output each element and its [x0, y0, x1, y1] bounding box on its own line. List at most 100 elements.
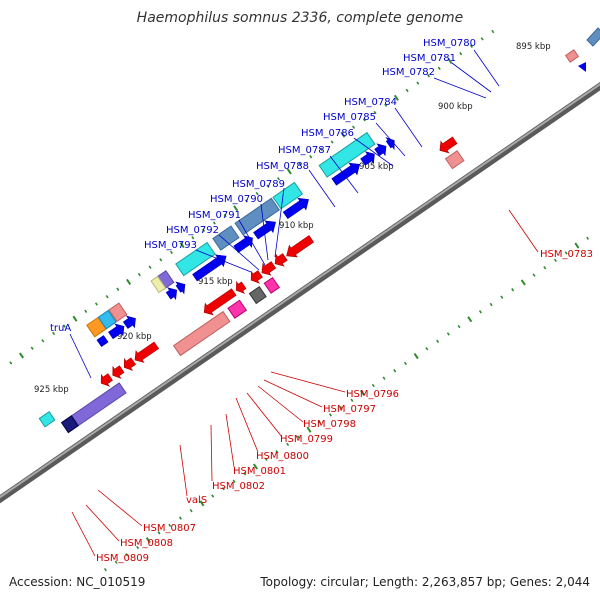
- gene-arrow[interactable]: [96, 335, 109, 348]
- gene-label[interactable]: HSM_0780: [423, 38, 476, 49]
- gene-label[interactable]: HSM_0784: [344, 97, 397, 108]
- gene-label[interactable]: HSM_0797: [323, 404, 376, 415]
- gene-label[interactable]: HSM_0800: [256, 451, 309, 462]
- gene-block-hsm0780[interactable]: [318, 131, 376, 178]
- gene-arrow[interactable]: [271, 251, 289, 269]
- gene-label[interactable]: HSM_0799: [280, 434, 333, 445]
- gene-label[interactable]: HSM_0789: [232, 179, 285, 190]
- gene-block-hsm0783[interactable]: [444, 150, 465, 170]
- gene-arrow[interactable]: [283, 233, 316, 262]
- ruler-tick: [532, 273, 536, 277]
- gene-label[interactable]: HSM_0798: [303, 419, 356, 430]
- gene-label[interactable]: HSM_0788: [256, 161, 309, 172]
- gene-block-hsm0809[interactable]: [60, 415, 79, 434]
- gene-arrow[interactable]: [109, 363, 126, 381]
- gene-label[interactable]: HSM_0790: [210, 194, 263, 205]
- ruler-tick: [373, 110, 377, 115]
- reverse-gene-blocks: [60, 150, 465, 434]
- gene-label[interactable]: HSM_0808: [120, 538, 173, 549]
- gene-arrow[interactable]: [232, 279, 247, 296]
- gene-arrow[interactable]: [164, 284, 180, 301]
- ruler-tick: [114, 560, 118, 564]
- gene-label[interactable]: HSM_0782: [382, 67, 435, 78]
- ruler-tick: [384, 103, 388, 107]
- gene-block-hsm0786[interactable]: [234, 197, 281, 236]
- gene-label[interactable]: HSM_0807: [143, 523, 196, 534]
- ruler-tick: [233, 205, 239, 212]
- gene-arrow[interactable]: [122, 313, 140, 331]
- gene-arrow[interactable]: [373, 140, 390, 158]
- gene-arrow[interactable]: [436, 134, 459, 156]
- gene-block-hsm0796[interactable]: [263, 276, 280, 294]
- gene-block-hsm0790[interactable]: [175, 241, 216, 277]
- gene-label[interactable]: HSM_0781: [403, 53, 456, 64]
- gene-label[interactable]: HSM_0801: [233, 466, 286, 477]
- forward-gene-blocks: [86, 131, 376, 338]
- gene-block-edge[interactable]: [586, 27, 600, 47]
- accession-text: Accession: NC_010519: [9, 575, 145, 589]
- gene-arrow[interactable]: [282, 194, 313, 221]
- ruler-label: 920 kbp: [117, 332, 152, 342]
- gene-arrow[interactable]: [107, 321, 128, 342]
- gene-block-hsm0793[interactable]: [150, 275, 167, 294]
- ruler-tick: [84, 309, 88, 314]
- gene-label[interactable]: valS: [186, 495, 207, 506]
- gene-label[interactable]: HSM_0802: [212, 481, 265, 492]
- ruler-tick: [459, 51, 463, 56]
- ruler-tick: [199, 500, 205, 507]
- gene-arrow[interactable]: [200, 286, 238, 318]
- ruler-tick: [520, 279, 526, 286]
- gene-arrow[interactable]: [131, 340, 160, 366]
- ruler-tick: [298, 162, 302, 166]
- gene-arrow[interactable]: [330, 159, 363, 188]
- gene-label[interactable]: HSM_0783: [540, 249, 593, 260]
- gene-arrow[interactable]: [247, 268, 264, 286]
- ruler-tick: [436, 339, 440, 344]
- gene-arrow[interactable]: [120, 355, 137, 373]
- ruler-tick: [339, 405, 343, 410]
- ruler-tick: [202, 228, 206, 233]
- ruler-tick: [416, 81, 420, 85]
- gene-label[interactable]: truA: [50, 323, 71, 334]
- gene-arrow[interactable]: [578, 62, 586, 72]
- ruler-tick: [478, 310, 482, 314]
- ruler-tick: [350, 398, 354, 402]
- gene-block-hsm0788[interactable]: [212, 225, 240, 251]
- gene-label[interactable]: HSM_0786: [301, 128, 354, 139]
- gene-label[interactable]: HSM_0792: [166, 225, 219, 236]
- gene-label[interactable]: HSM_0793: [144, 240, 197, 251]
- ruler-tick: [500, 295, 504, 299]
- ruler-tick: [221, 486, 225, 491]
- gene-label[interactable]: HSM_0809: [96, 553, 149, 564]
- gene-block-hsm0801[interactable]: [227, 299, 248, 319]
- gene-label[interactable]: HSM_0796: [346, 389, 399, 400]
- gene-label[interactable]: HSM_0791: [188, 210, 241, 221]
- gene-arrow[interactable]: [258, 259, 277, 278]
- gene-block-trua-cyan[interactable]: [97, 309, 117, 330]
- gene-arrow[interactable]: [385, 135, 399, 151]
- forward-gene-arrows: [96, 135, 399, 348]
- ruler-tick: [178, 516, 182, 520]
- gene-arrow[interactable]: [359, 148, 378, 167]
- gene-arrow[interactable]: [97, 371, 114, 389]
- ruler-tick: [319, 147, 323, 152]
- gene-block-edge[interactable]: [38, 411, 56, 428]
- reverse-feature-track: [38, 134, 465, 434]
- ruler-label: 910 kbp: [279, 221, 314, 231]
- gene-label[interactable]: HSM_0787: [278, 145, 331, 156]
- ruler-tick: [159, 258, 163, 262]
- ruler-tick: [72, 315, 78, 322]
- ruler-tick: [179, 242, 185, 249]
- gene-block-edge[interactable]: [564, 49, 580, 63]
- gene-block-hsm0798[interactable]: [248, 286, 267, 305]
- gene-block-trua-pink[interactable]: [108, 302, 128, 323]
- ruler-tick: [480, 37, 484, 41]
- ruler-tick: [467, 316, 473, 323]
- ruler-label: 925 kbp: [34, 385, 69, 395]
- edge-features: [564, 27, 600, 72]
- gene-arrow[interactable]: [174, 279, 189, 295]
- gene-block-vals[interactable]: [172, 310, 231, 357]
- ruler-tick: [145, 537, 151, 544]
- gene-label[interactable]: HSM_0785: [323, 112, 376, 123]
- ruler-tick: [362, 118, 366, 122]
